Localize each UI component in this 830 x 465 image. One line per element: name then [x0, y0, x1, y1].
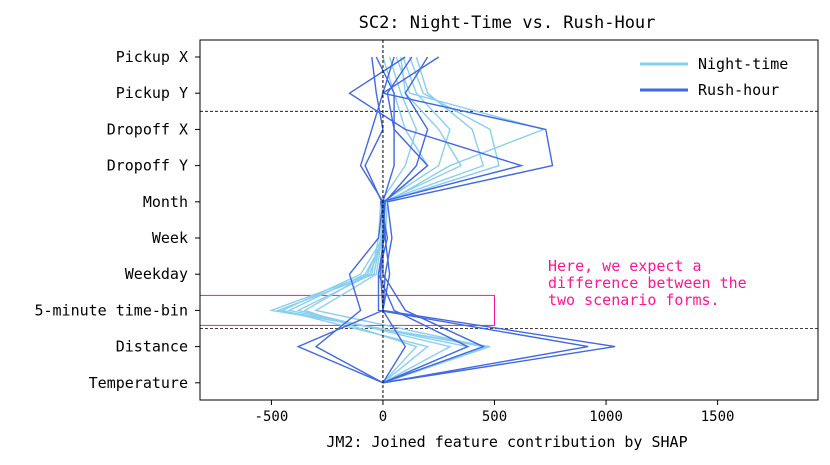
legend-label: Night-time [698, 55, 788, 73]
series-line [381, 56, 616, 384]
series-line [296, 56, 452, 384]
x-tick-label: -500 [255, 409, 289, 425]
series-line [314, 56, 489, 384]
y-tick-label: Dropoff X [107, 120, 188, 138]
chart-title: SC2: Night-Time vs. Rush-Hour [359, 13, 656, 33]
y-tick-label: Pickup Y [116, 84, 188, 102]
legend-label: Rush-hour [698, 81, 779, 99]
annotation-text-line: difference between the [548, 274, 747, 292]
y-tick-label: 5-minute time-bin [34, 301, 188, 319]
x-tick-label: 0 [379, 409, 387, 425]
axes-layer: -500 0 500 1000 1500 Pickup X Pickup Y Dropoff … [34, 39, 819, 425]
series-line [379, 56, 429, 384]
x-tick-label: 500 [482, 409, 507, 425]
y-tick-label: Month [143, 193, 188, 211]
y-tick-label: Distance [116, 338, 188, 356]
y-tick-label: Pickup X [116, 48, 188, 66]
legend: Night-time Rush-hour [640, 55, 788, 99]
series-line [268, 56, 500, 384]
plot-frame [199, 39, 819, 401]
x-tick-label: 1500 [701, 409, 735, 425]
x-tick-label: 1000 [589, 409, 623, 425]
annotation-text-line: Here, we expect a [548, 257, 702, 275]
y-tick-label: Week [152, 229, 188, 247]
y-tick-label: Temperature [89, 374, 188, 392]
series-line [287, 56, 546, 384]
annotation-text-line: two scenario forms. [548, 291, 720, 309]
series-layer [268, 56, 616, 384]
separator-layer [200, 110, 818, 329]
x-axis-label: JM2: Joined feature contribution by SHAP [326, 433, 687, 451]
y-tick-label: Dropoff Y [107, 157, 188, 175]
y-tick-label: Weekday [125, 265, 188, 283]
series-line [314, 56, 395, 384]
